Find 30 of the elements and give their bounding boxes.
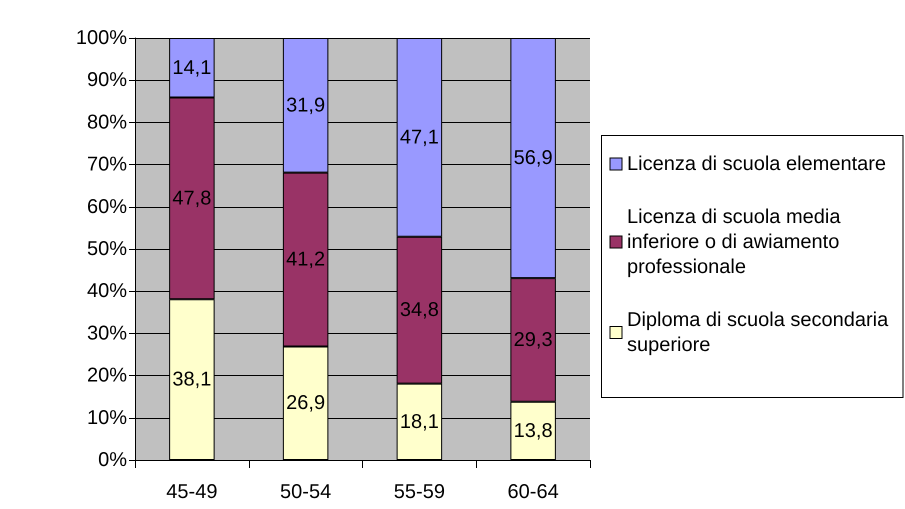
data-label: 29,3 [514, 328, 553, 351]
data-label: 41,2 [286, 248, 326, 271]
y-tick-label: 50% [86, 238, 128, 260]
y-tick-label: 20% [86, 364, 128, 387]
y-tick-label: 90% [86, 69, 128, 92]
y-tick-label: 0% [98, 449, 128, 471]
data-label: 47,1 [400, 126, 439, 148]
legend-label: Licenza di scuola elementare [627, 153, 886, 175]
y-tick-label: 40% [86, 280, 128, 302]
y-tick-label: 100% [76, 27, 128, 49]
data-label: 13,8 [514, 420, 553, 442]
data-label: 56,9 [514, 147, 553, 170]
y-tick-label: 60% [86, 196, 128, 218]
y-tick-label: 70% [86, 154, 128, 176]
x-tick-label: 60-64 [508, 481, 559, 503]
legend-label: Diploma di scuola secondaria superiore [627, 309, 894, 356]
x-tick-label: 55-59 [394, 481, 445, 503]
data-label: 47,8 [172, 187, 212, 210]
x-tick-label: 50-54 [280, 481, 332, 503]
data-label: 18,1 [400, 410, 439, 433]
y-tick-label: 10% [86, 406, 128, 429]
data-label: 34,8 [400, 299, 439, 322]
y-tick-label: 30% [86, 322, 128, 344]
data-label: 14,1 [172, 56, 212, 79]
data-label: 38,1 [172, 368, 212, 391]
legend-label: Licenza di scuola media inferiore o di awiamento professionale [627, 206, 846, 278]
data-label: 26,9 [286, 392, 326, 414]
x-tick-label: 45-49 [166, 481, 218, 503]
data-label: 31,9 [286, 94, 326, 116]
y-tick-label: 80% [86, 111, 128, 134]
